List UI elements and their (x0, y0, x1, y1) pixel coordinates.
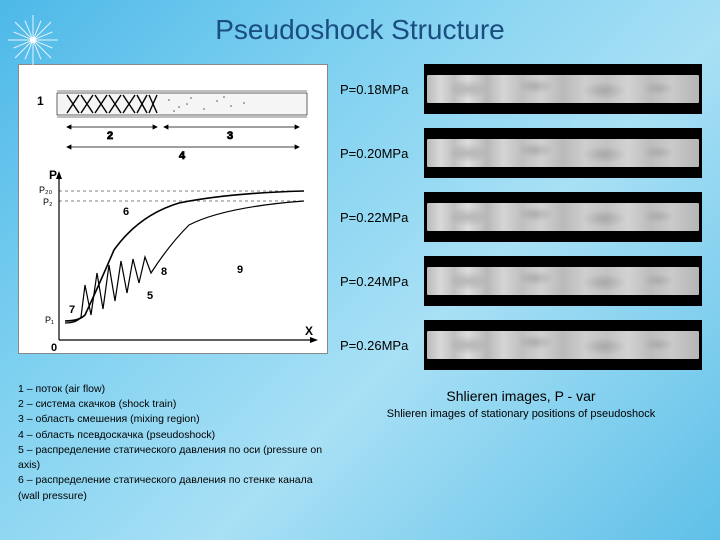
svg-text:4: 4 (179, 150, 186, 162)
schlieren-row: P=0.24MPa (340, 256, 702, 306)
schlieren-image (424, 320, 702, 370)
svg-text:9: 9 (237, 264, 243, 276)
legend-item: 6 – распределение статического давления … (18, 473, 328, 503)
pressure-label: P=0.26MPa (340, 338, 418, 353)
schlieren-row: P=0.26MPa (340, 320, 702, 370)
svg-text:2: 2 (107, 130, 113, 142)
schlieren-row: P=0.20MPa (340, 128, 702, 178)
svg-text:1: 1 (37, 94, 44, 108)
schematic-group: 1 (37, 91, 307, 162)
svg-text:8: 8 (161, 266, 167, 278)
schlieren-row: P=0.22MPa (340, 192, 702, 242)
pressure-label: P=0.22MPa (340, 210, 418, 225)
right-column: P=0.18MPa P=0.20MPa P=0.22MPa P=0.24MPa … (340, 64, 702, 504)
schlieren-image (424, 64, 702, 114)
pressure-label: P=0.18MPa (340, 82, 418, 97)
svg-text:5: 5 (147, 290, 153, 302)
schlieren-image (424, 128, 702, 178)
pressure-label: P=0.24MPa (340, 274, 418, 289)
legend-item: 2 – система скачков (shock train) (18, 397, 328, 412)
legend-item: 3 – область смешения (mixing region) (18, 412, 328, 427)
svg-text:P: P (49, 168, 57, 182)
caption-main: Shlieren images, P - var (340, 388, 702, 404)
schlieren-row: P=0.18MPa (340, 64, 702, 114)
svg-text:6: 6 (123, 206, 129, 218)
legend-item: 1 – поток (air flow) (18, 382, 328, 397)
svg-text:P₁: P₁ (45, 315, 54, 325)
left-column: 1 (18, 64, 328, 504)
content-area: 1 (0, 54, 720, 504)
caption-block: Shlieren images, P - var Shlieren images… (340, 388, 702, 420)
legend-item: 5 – распределение статического давления … (18, 443, 328, 473)
pressure-chart: P P₂₀ P₂ P₁ 0 X 6 8 9 (39, 168, 318, 354)
starburst-decoration (8, 15, 58, 65)
legend-item: 4 – область псевдоскачка (pseudoshock) (18, 428, 328, 443)
caption-sub: Shlieren images of stationary positions … (340, 408, 702, 420)
svg-text:P₂: P₂ (43, 197, 53, 207)
svg-text:3: 3 (227, 130, 233, 142)
pressure-label: P=0.20MPa (340, 146, 418, 161)
schlieren-image (424, 256, 702, 306)
legend-block: 1 – поток (air flow) 2 – система скачков… (18, 382, 328, 504)
svg-text:0: 0 (51, 342, 57, 354)
page-title: Pseudoshock Structure (0, 0, 720, 54)
schlieren-image (424, 192, 702, 242)
pseudoshock-diagram: 1 (18, 64, 328, 354)
svg-text:7: 7 (69, 304, 75, 316)
svg-text:P₂₀: P₂₀ (39, 185, 52, 195)
svg-text:X: X (305, 324, 313, 338)
